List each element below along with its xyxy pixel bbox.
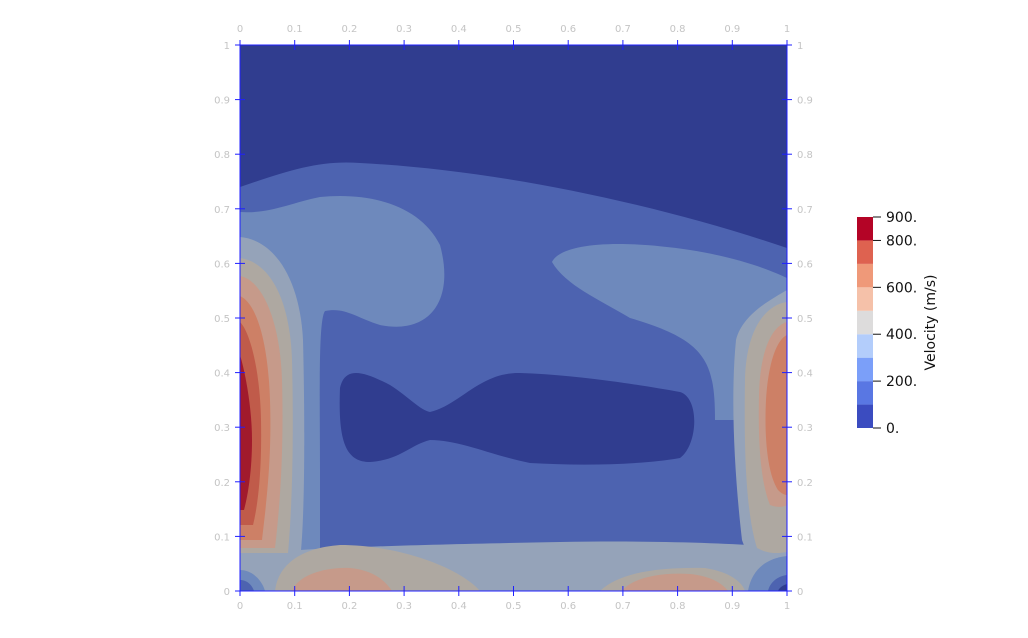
- y-tick-label-right: 0.6: [797, 259, 813, 270]
- colorbar-band: [857, 357, 873, 382]
- x-tick-label-top: 0.3: [396, 24, 412, 35]
- colorbar-label: 400.: [886, 327, 917, 343]
- x-tick-label-bottom: 0.2: [341, 601, 357, 612]
- y-tick-label-right: 0.7: [797, 205, 813, 216]
- colorbar-band: [857, 217, 873, 241]
- y-tick-label-left: 0.6: [214, 259, 230, 270]
- y-tick-label-right: 1: [797, 41, 803, 52]
- x-tick-label-bottom: 0.5: [506, 601, 522, 612]
- colorbar-label: 600.: [886, 280, 917, 296]
- x-tick-label-bottom: 0.6: [560, 601, 576, 612]
- y-tick-label-right: 0.5: [797, 314, 813, 325]
- y-tick-label-right: 0.1: [797, 532, 813, 543]
- contour-region-level-0: [339, 372, 695, 465]
- contour-region-level-8: [240, 355, 252, 510]
- x-tick-label-bottom: 0.1: [287, 601, 303, 612]
- y-tick-label-right: 0.3: [797, 423, 813, 434]
- y-tick-label-left: 0.5: [214, 314, 230, 325]
- y-tick-label-right: 0.8: [797, 150, 813, 161]
- x-tick-label-bottom: 1: [784, 601, 790, 612]
- y-tick-label-right: 0: [797, 587, 803, 598]
- plot-axes: 000.10.10.20.20.30.30.40.40.50.50.60.60.…: [214, 24, 813, 612]
- x-tick-label-top: 1: [784, 24, 790, 35]
- x-tick-label-top: 0.2: [341, 24, 357, 35]
- colorbar-band: [857, 381, 873, 405]
- contour-region-level-1: [240, 580, 254, 591]
- colorbar-label: 800.: [886, 233, 917, 249]
- colorbar-band: [857, 240, 873, 264]
- contour-region-level-2: [240, 196, 787, 591]
- x-tick-label-top: 0.8: [670, 24, 686, 35]
- colorbar-band: [857, 310, 873, 335]
- colorbar-band: [857, 263, 873, 288]
- contour-region-level-5: [292, 567, 392, 591]
- x-tick-label-top: 0.7: [615, 24, 631, 35]
- colorbar-label: 900.: [886, 210, 917, 226]
- colorbar-band: [857, 404, 873, 428]
- y-tick-label-left: 0.3: [214, 423, 230, 434]
- x-tick-label-bottom: 0.7: [615, 601, 631, 612]
- x-tick-label-top: 0.9: [724, 24, 740, 35]
- x-tick-label-bottom: 0.9: [724, 601, 740, 612]
- colorbar-label: 0.: [886, 421, 899, 437]
- colorbar-title: Velocity (m/s): [923, 275, 939, 371]
- y-tick-label-left: 0.9: [214, 96, 230, 107]
- colorbar-band: [857, 334, 873, 358]
- colorbar-band: [857, 287, 873, 311]
- colorbar: 900. 800. 600. 400. 200. 0. Velocity (m/s): [857, 210, 939, 437]
- contour-region-level-5: [622, 573, 728, 591]
- y-tick-label-left: 0.1: [214, 532, 230, 543]
- contour-region-level-6: [765, 335, 787, 495]
- x-tick-label-top: 0.5: [506, 24, 522, 35]
- x-tick-label-top: 0.4: [451, 24, 467, 35]
- y-tick-label-right: 0.9: [797, 96, 813, 107]
- colorbar-label: 200.: [886, 374, 917, 390]
- x-tick-label-top: 0: [237, 24, 243, 35]
- y-tick-label-left: 0.8: [214, 150, 230, 161]
- y-tick-label-right: 0.4: [797, 369, 813, 380]
- x-tick-label-bottom: 0.4: [451, 601, 467, 612]
- x-tick-label-bottom: 0.8: [670, 601, 686, 612]
- contour-region-level-0: [778, 584, 787, 591]
- y-tick-label-left: 1: [224, 41, 230, 52]
- contour-field: [240, 45, 787, 591]
- y-tick-label-left: 0.2: [214, 478, 230, 489]
- x-tick-label-top: 0.6: [560, 24, 576, 35]
- x-tick-label-top: 0.1: [287, 24, 303, 35]
- y-tick-label-left: 0: [224, 587, 230, 598]
- y-tick-label-right: 0.2: [797, 478, 813, 489]
- x-tick-label-bottom: 0.3: [396, 601, 412, 612]
- x-tick-label-bottom: 0: [237, 601, 243, 612]
- y-tick-label-left: 0.7: [214, 205, 230, 216]
- y-tick-label-left: 0.4: [214, 369, 230, 380]
